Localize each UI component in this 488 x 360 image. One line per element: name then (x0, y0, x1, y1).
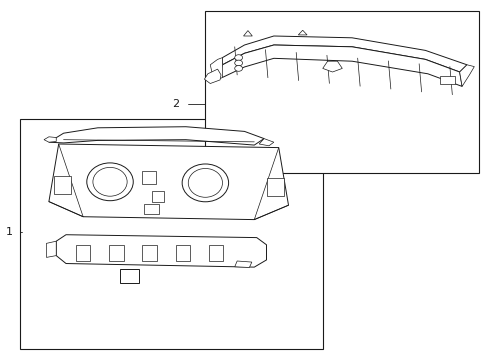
Bar (439, 76, 454, 84)
Polygon shape (259, 139, 273, 146)
Text: 1: 1 (6, 227, 13, 237)
Ellipse shape (87, 163, 133, 201)
Polygon shape (220, 45, 461, 86)
Circle shape (234, 55, 242, 60)
Polygon shape (210, 58, 222, 80)
Polygon shape (322, 61, 342, 72)
Polygon shape (243, 31, 252, 36)
Ellipse shape (182, 164, 228, 202)
Polygon shape (234, 261, 251, 267)
Ellipse shape (188, 168, 222, 197)
Bar (109, 245, 123, 261)
Bar (142, 171, 156, 184)
Polygon shape (49, 144, 288, 220)
Polygon shape (46, 241, 56, 257)
Polygon shape (56, 235, 266, 267)
Bar (151, 191, 163, 202)
Bar (76, 245, 90, 261)
Polygon shape (49, 127, 264, 145)
Bar (54, 176, 71, 194)
Polygon shape (222, 36, 466, 72)
Bar (142, 245, 157, 261)
Ellipse shape (93, 167, 127, 196)
Circle shape (234, 66, 242, 71)
Bar (144, 204, 159, 214)
Bar (205, 11, 478, 173)
Polygon shape (44, 137, 56, 142)
Bar (175, 245, 190, 261)
Bar (208, 245, 223, 261)
Polygon shape (459, 65, 473, 86)
Text: 2: 2 (172, 99, 179, 109)
Bar (120, 269, 139, 283)
Polygon shape (298, 30, 306, 35)
Bar (266, 178, 283, 196)
Circle shape (234, 60, 242, 66)
Bar (20, 119, 322, 349)
Polygon shape (204, 69, 221, 84)
